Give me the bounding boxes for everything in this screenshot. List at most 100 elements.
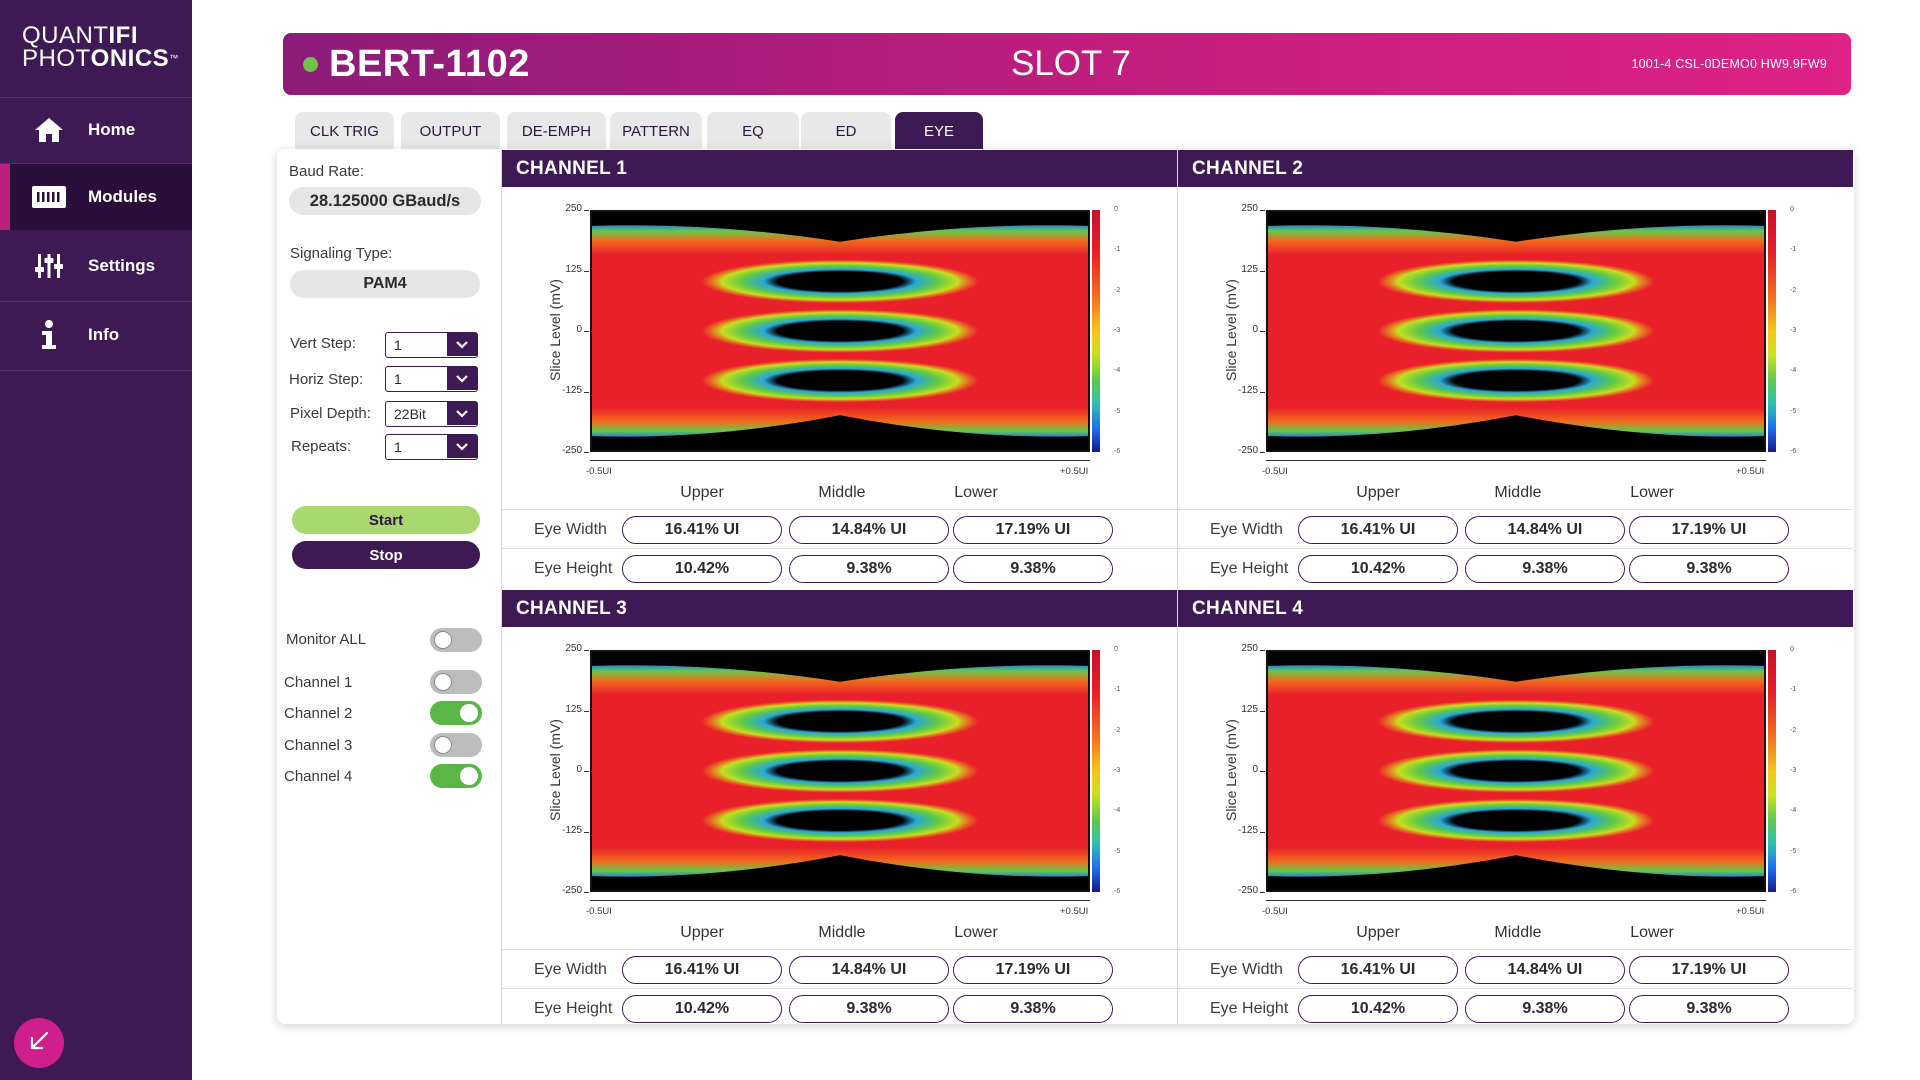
y-tick-label: 250: [1241, 643, 1258, 654]
home-icon: [32, 115, 66, 145]
channel-3-label: Channel 3: [284, 737, 353, 754]
eye-column-middle: Middle: [1494, 484, 1542, 501]
channel-2-toggle[interactable]: [430, 701, 482, 725]
pixel-depth-select[interactable]: 22Bit: [385, 401, 478, 427]
eye-diagram-heatmap: [1268, 212, 1764, 450]
tab-pattern[interactable]: PATTERN: [610, 112, 702, 150]
channel-1-toggle[interactable]: [430, 670, 482, 694]
eye-width-label: Eye Width: [1210, 961, 1283, 978]
eye-width-value: 17.19% UI: [953, 956, 1113, 984]
y-tick-label: -250: [561, 885, 582, 896]
eye-width-label: Eye Width: [1210, 521, 1283, 538]
tab-eq[interactable]: EQ: [707, 112, 799, 150]
colorbar-tick-label: 0: [1790, 206, 1794, 213]
eye-height-value: 9.38%: [789, 555, 949, 583]
tab-label: ED: [835, 122, 857, 140]
row-divider: [502, 509, 1177, 510]
module-header: BERT-1102 SLOT 7 1001-4 CSL-0DEMO0 HW9.9…: [283, 33, 1851, 95]
pixel-depth-value: 22Bit: [394, 406, 426, 422]
repeats-value: 1: [394, 439, 402, 455]
y-tick-label: 0: [1252, 764, 1258, 775]
colorbar: [1092, 650, 1100, 892]
eye-height-value: 9.38%: [1629, 555, 1789, 583]
baud-rate-field[interactable]: 28.125000 GBaud/s: [289, 187, 481, 215]
colorbar-tick-label: -4: [1114, 367, 1121, 375]
y-tick-mark: [584, 771, 589, 772]
colorbar-tick-label: -5: [1790, 847, 1797, 855]
colorbar-tick-label: -2: [1114, 726, 1121, 734]
eye-height-value: 9.38%: [1465, 995, 1625, 1023]
collapse-button[interactable]: [14, 1018, 64, 1068]
y-tick-label: 125: [565, 263, 582, 275]
colorbar-tick-label: -2: [1790, 726, 1797, 734]
tab-clk-trig[interactable]: CLK TRIG: [295, 112, 394, 150]
eye-height-label: Eye Height: [534, 1000, 613, 1017]
signaling-type-field[interactable]: PAM4: [290, 270, 480, 298]
start-button[interactable]: Start: [292, 506, 480, 534]
eye-width-label: Eye Width: [534, 521, 607, 538]
nav-item-settings[interactable]: Settings: [0, 233, 192, 299]
tab-label: OUTPUT: [419, 122, 482, 140]
channel-2-label: Channel 2: [284, 705, 353, 722]
hardware-info: 1001-4 CSL-0DEMO0 HW9.9FW9: [1631, 57, 1827, 71]
tab-ed[interactable]: ED: [801, 112, 891, 150]
vert-step-select[interactable]: 1: [385, 332, 478, 358]
colorbar-tick-label: -5: [1114, 847, 1121, 855]
chevron-down-icon: [447, 435, 477, 458]
stop-button[interactable]: Stop: [292, 541, 480, 569]
colorbar-tick-label: -3: [1790, 767, 1797, 774]
tab-label: DE-EMPH: [521, 122, 592, 140]
eye-column-upper: Upper: [680, 484, 724, 501]
row-divider: [502, 949, 1177, 950]
status-indicator: [303, 57, 318, 72]
eye-height-value: 10.42%: [622, 995, 782, 1023]
y-tick-label: -250: [561, 445, 582, 456]
monitor-all-toggle[interactable]: [430, 628, 482, 652]
eye-height-value: 10.42%: [1298, 995, 1458, 1023]
eye-column-upper: Upper: [1356, 484, 1400, 501]
channel-3-toggle[interactable]: [430, 733, 482, 757]
eye-column-upper: Upper: [1356, 924, 1400, 941]
quantifi-photonics-logo: QUANTIFI PHOTONICS™: [22, 22, 179, 72]
eye-height-value: 10.42%: [622, 555, 782, 583]
y-tick-label: 0: [1252, 324, 1258, 335]
tab-output[interactable]: OUTPUT: [401, 112, 500, 150]
repeats-label: Repeats:: [291, 438, 352, 455]
y-tick-label: 250: [1241, 203, 1258, 214]
eye-height-label: Eye Height: [1210, 1000, 1289, 1017]
horiz-step-select[interactable]: 1: [385, 366, 478, 392]
y-tick-label: 0: [576, 324, 582, 335]
nav-label-settings: Settings: [88, 256, 156, 275]
toggle-knob: [434, 736, 452, 754]
chevron-down-icon: [447, 367, 477, 390]
colorbar-tick-label: -5: [1114, 407, 1121, 415]
y-tick-label: 250: [565, 643, 582, 654]
tab-de-emph[interactable]: DE-EMPH: [507, 112, 606, 150]
colorbar-tick-label: -4: [1790, 807, 1797, 815]
colorbar-tick-label: -4: [1114, 807, 1121, 815]
channel-4-toggle[interactable]: [430, 764, 482, 788]
eye-width-label: Eye Width: [534, 961, 607, 978]
eye-width-value: 14.84% UI: [1465, 516, 1625, 544]
eye-column-lower: Lower: [1630, 484, 1674, 501]
tab-label: EYE: [923, 122, 954, 140]
x-tick-left: -0.5UI: [586, 906, 612, 917]
colorbar-tick-label: -6: [1790, 448, 1797, 455]
x-tick-left: -0.5UI: [1262, 466, 1288, 477]
channel-4-label: Channel 4: [284, 768, 353, 785]
tab-label: PATTERN: [622, 122, 690, 140]
nav-item-modules[interactable]: Modules: [0, 164, 192, 230]
colorbar-tick-label: -3: [1114, 767, 1121, 774]
nav-item-home[interactable]: Home: [0, 97, 192, 163]
colorbar-tick-label: -4: [1790, 367, 1797, 375]
tab-eye[interactable]: EYE: [895, 112, 983, 150]
signaling-type-label: Signaling Type:: [290, 245, 393, 262]
eye-diagram: [590, 650, 1090, 892]
vert-step-value: 1: [394, 337, 402, 353]
repeats-select[interactable]: 1: [385, 434, 478, 460]
y-tick-label: -250: [1237, 885, 1258, 896]
eye-width-value: 14.84% UI: [789, 956, 949, 984]
channel-1-panel: CHANNEL 1 Slice Level (mV) 250 125 0 -125 -2…: [502, 150, 1177, 588]
nav-item-info[interactable]: Info: [0, 302, 192, 368]
tab-label: CLK TRIG: [310, 122, 379, 140]
